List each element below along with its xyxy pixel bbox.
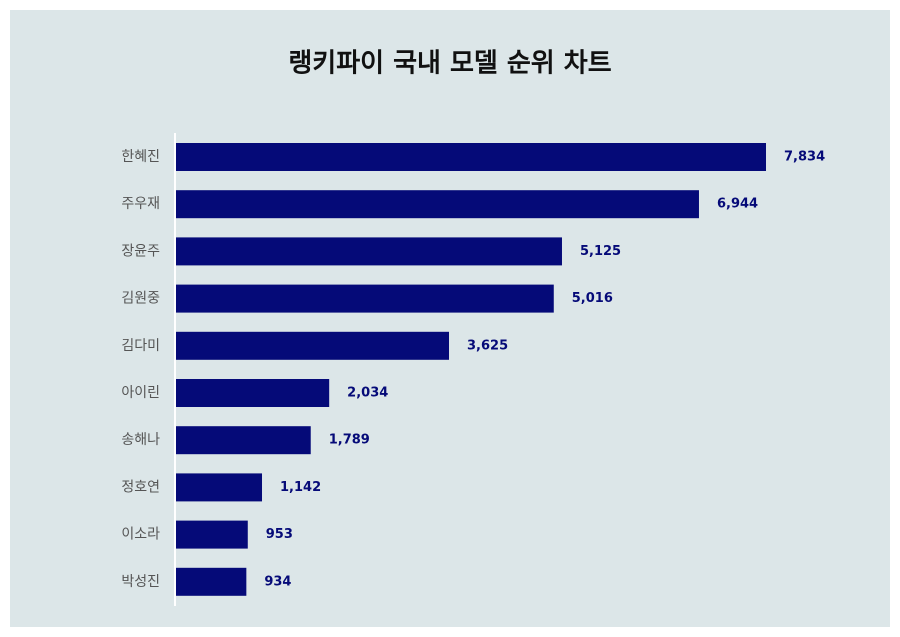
y-tick-label: 박성진 (121, 574, 160, 590)
bar (176, 143, 766, 171)
value-label: 934 (264, 574, 291, 589)
value-label: 1,789 (329, 433, 370, 448)
value-label: 1,142 (280, 480, 321, 495)
y-tick-label: 정호연 (121, 479, 160, 495)
y-tick-label: 주우재 (121, 196, 160, 212)
bar (176, 567, 247, 596)
y-tick-label: 이소라 (121, 527, 160, 543)
panel (10, 10, 890, 627)
bar (176, 284, 554, 313)
bar (176, 426, 311, 455)
bar (176, 190, 699, 219)
value-label: 2,034 (347, 386, 388, 401)
bar (176, 237, 562, 266)
bar (176, 379, 330, 407)
value-label: 5,125 (580, 244, 621, 259)
y-tick-label: 한혜진 (121, 149, 160, 165)
bar (176, 473, 263, 502)
value-label: 6,944 (717, 197, 758, 212)
value-label: 5,016 (572, 291, 613, 306)
value-label: 3,625 (467, 338, 508, 353)
value-label: 953 (266, 527, 293, 542)
y-tick-label: 장윤주 (121, 243, 160, 259)
chart-title: 랭키파이 국내 모델 순위 차트 (288, 49, 611, 79)
y-tick-label: 아이린 (121, 385, 160, 401)
y-tick-label: 송해나 (121, 432, 160, 448)
value-label: 7,834 (784, 150, 825, 165)
y-tick-label: 김다미 (121, 338, 160, 354)
bar (176, 331, 450, 360)
y-tick-label: 김원중 (121, 291, 160, 307)
bar (176, 520, 248, 549)
